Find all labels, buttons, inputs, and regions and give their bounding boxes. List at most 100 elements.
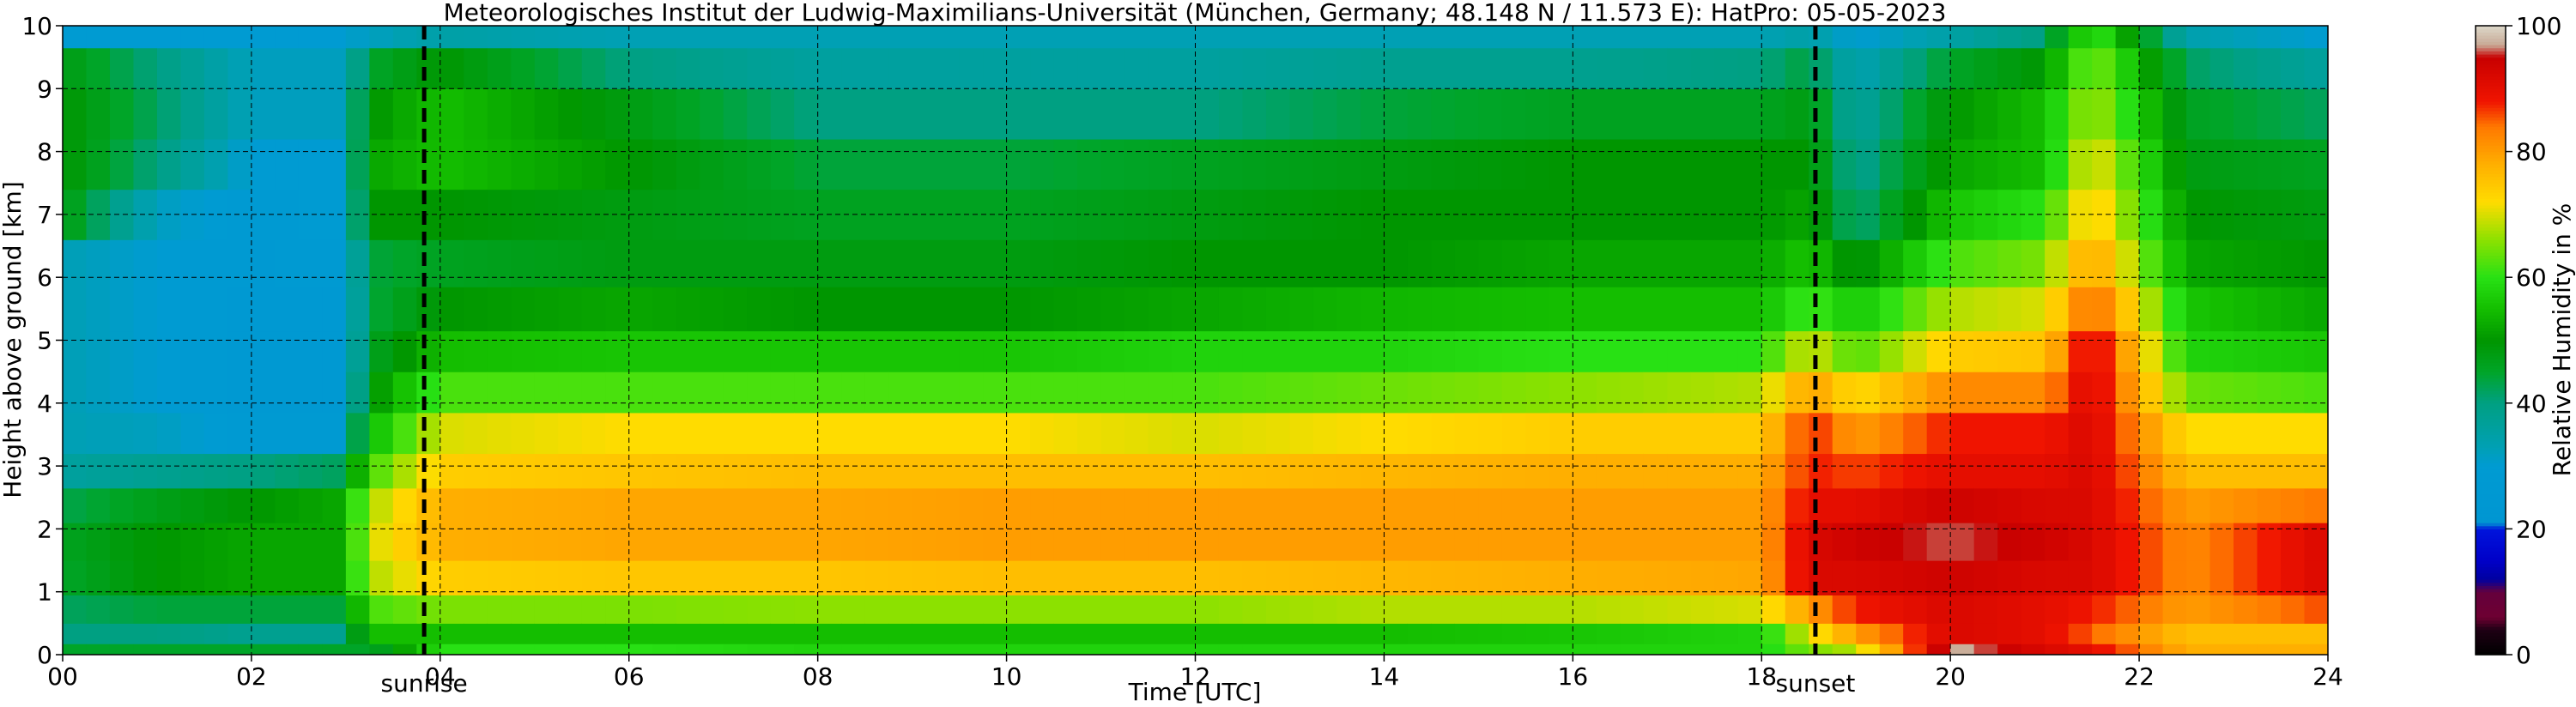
heatmap-cell <box>912 487 936 523</box>
heatmap-cell <box>156 453 182 489</box>
heatmap-cell <box>747 26 772 49</box>
heatmap-cell <box>275 287 300 332</box>
heatmap-cell <box>1856 487 1881 523</box>
heatmap-cell <box>156 487 182 523</box>
heatmap-cell <box>2115 644 2140 655</box>
heatmap-cell <box>1242 47 1267 89</box>
heatmap-cell <box>1407 239 1432 287</box>
heatmap-cell <box>794 644 819 655</box>
heatmap-cell <box>439 453 464 489</box>
colorbar-segment <box>2476 494 2506 499</box>
heatmap-cell <box>983 595 1008 624</box>
colorbar-segment <box>2476 38 2506 42</box>
heatmap-cell <box>700 453 724 489</box>
x-tick-label: 18 <box>1746 662 1777 691</box>
colorbar-tick-label: 60 <box>2516 263 2547 292</box>
colorbar-segment <box>2476 563 2506 567</box>
heatmap-cell <box>1289 644 1314 655</box>
heatmap-cell <box>322 189 347 240</box>
heatmap-cell <box>628 623 653 644</box>
heatmap-cell <box>1124 623 1149 644</box>
heatmap-cell <box>180 26 205 49</box>
heatmap-cell <box>1148 138 1173 190</box>
heatmap-cell <box>2115 453 2140 489</box>
heatmap-cell <box>817 595 842 624</box>
colorbar-segment <box>2476 510 2506 514</box>
heatmap-cell <box>1761 239 1786 287</box>
heatmap-cell <box>1218 47 1244 89</box>
colorbar-segment <box>2476 317 2506 323</box>
colorbar-segment <box>2476 173 2506 178</box>
heatmap-cell <box>1124 372 1149 414</box>
heatmap-cell <box>2045 595 2070 624</box>
heatmap-cell <box>1596 138 1621 190</box>
colorbar-segment <box>2476 638 2506 643</box>
heatmap-cell <box>156 523 182 561</box>
heatmap-cell <box>322 239 347 287</box>
heatmap-cell <box>203 47 229 89</box>
heatmap-cell <box>2021 453 2046 489</box>
heatmap-cell <box>1761 372 1786 414</box>
heatmap-cell <box>1265 453 1291 489</box>
colorbar-segment <box>2476 85 2506 89</box>
heatmap-cell <box>2304 623 2328 644</box>
heatmap-cell <box>605 239 630 287</box>
heatmap-cell <box>534 560 559 595</box>
heatmap-cell <box>959 88 984 140</box>
heatmap-cell <box>1997 412 2022 455</box>
heatmap-cell <box>487 412 512 455</box>
heatmap-cell <box>1973 330 1998 372</box>
heatmap-cell <box>345 330 370 372</box>
heatmap-cell <box>416 372 441 414</box>
heatmap-cell <box>1809 644 1834 655</box>
heatmap-cell <box>1832 330 1857 372</box>
heatmap-cell <box>605 487 630 523</box>
heatmap-cell <box>1148 372 1173 414</box>
heatmap-cell <box>1195 330 1220 372</box>
heatmap-cell <box>1973 412 1998 455</box>
heatmap-cell <box>1525 644 1550 655</box>
heatmap-cell <box>2186 26 2211 49</box>
heatmap-cell <box>203 560 229 595</box>
heatmap-cell <box>322 523 347 561</box>
heatmap-cell <box>180 47 205 89</box>
heatmap-cell <box>1596 88 1621 140</box>
colorbar-segment <box>2476 117 2506 121</box>
heatmap-cell <box>1761 487 1786 523</box>
heatmap-cell <box>770 330 795 372</box>
heatmap-cell <box>2092 287 2117 332</box>
heatmap-cell <box>1454 47 1479 89</box>
heatmap-cell <box>1148 560 1173 595</box>
heatmap-cell <box>912 88 936 140</box>
heatmap-cell <box>1549 239 1573 287</box>
heatmap-cell <box>841 372 866 414</box>
heatmap-cell <box>133 189 158 240</box>
heatmap-cell <box>1124 595 1149 624</box>
heatmap-cell <box>1620 412 1645 455</box>
heatmap-cell <box>888 523 913 561</box>
heatmap-cell <box>1431 26 1456 49</box>
heatmap-cell <box>464 372 488 414</box>
heatmap-cell <box>2045 623 2070 644</box>
heatmap-cell <box>1265 239 1291 287</box>
heatmap-cell <box>936 623 961 644</box>
heatmap-cell <box>1454 26 1479 49</box>
colorbar-segment <box>2476 230 2506 234</box>
colorbar-segment <box>2476 227 2506 231</box>
heatmap-cell <box>912 26 936 49</box>
heatmap-cell <box>251 88 276 140</box>
heatmap-cell <box>841 412 866 455</box>
heatmap-cell <box>1737 372 1762 414</box>
heatmap-cell <box>2115 412 2140 455</box>
heatmap-cell <box>345 26 370 49</box>
colorbar-segment <box>2476 419 2506 423</box>
heatmap-cell <box>1124 560 1149 595</box>
heatmap-cell <box>1407 88 1432 140</box>
heatmap-cell <box>700 412 724 455</box>
heatmap-cell <box>298 644 323 655</box>
heatmap-cell <box>227 487 252 523</box>
colorbar-segment <box>2476 374 2506 379</box>
colorbar-segment <box>2476 245 2506 250</box>
heatmap-cell <box>1761 644 1786 655</box>
